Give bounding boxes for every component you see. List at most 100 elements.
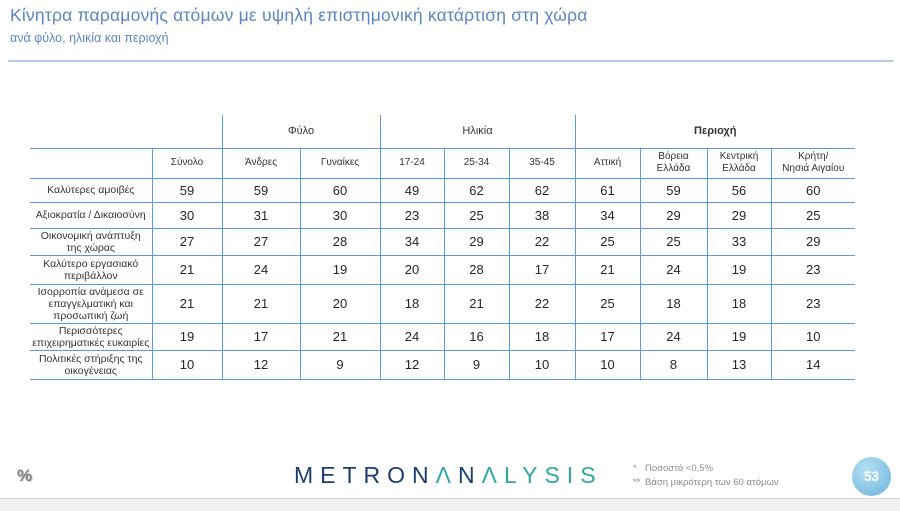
- value-cell: 18: [379, 283, 445, 324]
- table-corner-cell: [30, 147, 153, 179]
- column-header: 17-24: [379, 147, 445, 179]
- logo-segment: METRON: [294, 462, 436, 488]
- value-cell: 9: [299, 349, 381, 380]
- column-header: Γυναίκες: [299, 147, 381, 179]
- table-corner-cell: [30, 115, 223, 149]
- value-cell: 30: [299, 201, 381, 229]
- value-cell: 33: [706, 227, 772, 256]
- value-cell: 29: [639, 201, 708, 229]
- page-number: 53: [863, 469, 880, 484]
- table-row: Καλύτερες αμοιβές 59 59 60 49 62 62 61 59 56 60: [30, 177, 855, 203]
- column-header: Σύνολο: [151, 147, 223, 179]
- footnote-line: * Ποσοστό <0,5%: [633, 462, 779, 476]
- row-label: Οικονομική ανάπτυξη της χώρας: [30, 227, 153, 256]
- value-cell: 18: [706, 283, 772, 324]
- footnote-line: ** Βάση μικρότερη των 60 ατόμων: [633, 476, 779, 490]
- value-cell: 19: [151, 322, 223, 351]
- footnotes: * Ποσοστό <0,5% ** Βάση μικρότερη των 60 α…: [633, 462, 779, 490]
- value-cell: 12: [221, 349, 301, 380]
- table-row: Οικονομική ανάπτυξη της χώρας 27 27 28 34 29 2…: [30, 227, 855, 256]
- value-cell: 59: [221, 177, 301, 203]
- value-cell: 14: [770, 349, 855, 380]
- value-cell: 60: [770, 177, 855, 203]
- value-cell: 19: [706, 322, 772, 351]
- value-cell: 21: [299, 322, 381, 351]
- value-cell: 56: [706, 177, 772, 203]
- value-cell: 25: [443, 201, 510, 229]
- value-cell: 10: [151, 349, 223, 380]
- value-cell: 17: [574, 322, 641, 351]
- value-cell: 19: [299, 254, 381, 285]
- value-cell: 10: [770, 322, 855, 351]
- value-cell: 62: [508, 177, 576, 203]
- value-cell: 24: [221, 254, 301, 285]
- table-head: Φύλο Ηλικία Περιοχή Σύνολο Άνδρες Γυναίκες 17-…: [30, 115, 855, 179]
- value-cell: 34: [379, 227, 445, 256]
- value-cell: 25: [574, 283, 641, 324]
- value-cell: 29: [706, 201, 772, 229]
- metron-analysis-logo: METRONΛNΛLYSIS: [294, 462, 603, 489]
- table-row: Καλύτερο εργασιακό περιβάλλον 21 24 19 20 28 1…: [30, 254, 855, 285]
- group-header-Περιοχή: Περιοχή: [574, 115, 855, 149]
- value-cell: 21: [151, 283, 223, 324]
- group-header-Φύλο: Φύλο: [221, 115, 381, 149]
- column-header: Κεντρική Ελλάδα: [706, 147, 772, 179]
- value-cell: 18: [508, 322, 576, 351]
- value-cell: 8: [639, 349, 708, 380]
- value-cell: 29: [443, 227, 510, 256]
- table-row: Περισσότερες επιχειρηματικές ευκαιρίες 19…: [30, 322, 855, 351]
- percent-icon: %: [17, 466, 33, 485]
- value-cell: 24: [639, 254, 708, 285]
- value-cell: 24: [379, 322, 445, 351]
- value-cell: 60: [299, 177, 381, 203]
- value-cell: 10: [574, 349, 641, 380]
- value-cell: 20: [379, 254, 445, 285]
- value-cell: 23: [770, 283, 855, 324]
- logo-segment: ΛLYSIS: [481, 462, 603, 488]
- row-label: Ισορροπία ανάμεσα σε επαγγελματική και π…: [30, 283, 153, 324]
- value-cell: 17: [221, 322, 301, 351]
- footnote-marker: *: [633, 463, 637, 474]
- row-label: Αξιοκρατία / Δικαιοσύνη: [30, 201, 153, 229]
- row-label: Περισσότερες επιχειρηματικές ευκαιρίες: [30, 322, 153, 351]
- value-cell: 30: [151, 201, 223, 229]
- page-number-badge: 53: [852, 457, 891, 496]
- table-row: Αξιοκρατία / Δικαιοσύνη 30 31 30 23 25 38 34 29 2…: [30, 201, 855, 229]
- statistics-table: Φύλο Ηλικία Περιοχή Σύνολο Άνδρες Γυναίκες 17-…: [30, 115, 855, 380]
- row-label: Καλύτερο εργασιακό περιβάλλον: [30, 254, 153, 285]
- value-cell: 38: [508, 201, 576, 229]
- value-cell: 62: [443, 177, 510, 203]
- page-title: Κίνητρα παραμονής ατόμων με υψηλή επιστη…: [10, 5, 588, 25]
- value-cell: 10: [508, 349, 576, 380]
- value-cell: 20: [299, 283, 381, 324]
- table-body: Καλύτερες αμοιβές 59 59 60 49 62 62 61 59 56 60 Αξι…: [30, 177, 855, 380]
- value-cell: 13: [706, 349, 772, 380]
- value-cell: 29: [770, 227, 855, 256]
- value-cell: 28: [299, 227, 381, 256]
- value-cell: 59: [639, 177, 708, 203]
- row-label: Καλύτερες αμοιβές: [30, 177, 153, 203]
- value-cell: 25: [639, 227, 708, 256]
- column-header: Κρήτη/ Νησιά Αιγαίου: [770, 147, 855, 179]
- group-header-Ηλικία: Ηλικία: [379, 115, 576, 149]
- footnote-text: Βάση μικρότερη των 60 ατόμων: [645, 477, 779, 488]
- value-cell: 9: [443, 349, 510, 380]
- footnote-marker: **: [633, 477, 641, 488]
- value-cell: 28: [443, 254, 510, 285]
- value-cell: 25: [770, 201, 855, 229]
- column-header: 35-45: [508, 147, 576, 179]
- logo-segment: N: [458, 462, 482, 488]
- value-cell: 21: [574, 254, 641, 285]
- footnote-text: Ποσοστό <0,5%: [645, 463, 714, 474]
- value-cell: 25: [574, 227, 641, 256]
- row-label: Πολιτικές στήριξης της οικογένειας: [30, 349, 153, 380]
- table-column-header-row: Σύνολο Άνδρες Γυναίκες 17-24 25-34 35-45 Αττικ…: [30, 147, 855, 179]
- value-cell: 12: [379, 349, 445, 380]
- column-header: Αττική: [574, 147, 641, 179]
- page-subtitle: ανά φύλο, ηλικία και περιοχή: [10, 31, 169, 45]
- value-cell: 21: [151, 254, 223, 285]
- table-row: Πολιτικές στήριξης της οικογένειας 10 12 9 1…: [30, 349, 855, 380]
- value-cell: 23: [379, 201, 445, 229]
- viewer-bottom-bar: [0, 498, 900, 511]
- value-cell: 21: [443, 283, 510, 324]
